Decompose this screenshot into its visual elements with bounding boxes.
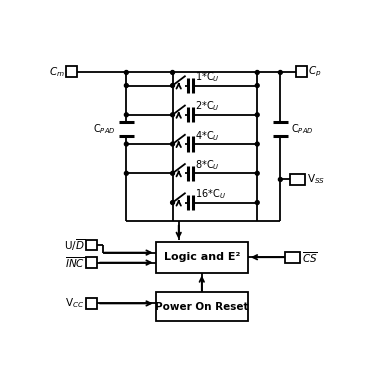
Text: C$_{PAD}$: C$_{PAD}$: [291, 122, 314, 136]
Circle shape: [124, 171, 128, 175]
Circle shape: [171, 200, 175, 205]
Circle shape: [171, 84, 175, 88]
Text: V$_{CC}$: V$_{CC}$: [65, 296, 85, 310]
Circle shape: [124, 142, 128, 146]
Circle shape: [124, 113, 128, 117]
Circle shape: [255, 113, 259, 117]
Text: C$_m$: C$_m$: [49, 65, 65, 78]
Circle shape: [278, 177, 282, 182]
Text: $\overline{INC}$: $\overline{INC}$: [65, 255, 85, 270]
Text: 2*C$_U$: 2*C$_U$: [195, 99, 220, 113]
Bar: [156, 242, 248, 273]
Circle shape: [255, 70, 259, 74]
Text: Logic and E²: Logic and E²: [164, 252, 240, 262]
Bar: [66, 66, 77, 77]
Text: C$_p$: C$_p$: [308, 64, 322, 79]
Text: $\overline{CS}$: $\overline{CS}$: [302, 250, 318, 265]
Circle shape: [171, 171, 175, 175]
Bar: [289, 174, 305, 185]
Bar: [86, 298, 97, 309]
Bar: [156, 292, 248, 321]
Text: 8*C$_U$: 8*C$_U$: [195, 158, 220, 172]
Circle shape: [171, 70, 175, 74]
Circle shape: [278, 70, 282, 74]
Bar: [86, 240, 97, 250]
Circle shape: [124, 84, 128, 88]
Text: V$_{SS}$: V$_{SS}$: [307, 172, 325, 186]
Circle shape: [124, 70, 128, 74]
Circle shape: [171, 113, 175, 117]
Text: 16*C$_U$: 16*C$_U$: [195, 187, 226, 201]
Text: 4*C$_U$: 4*C$_U$: [195, 129, 220, 143]
Bar: [86, 257, 97, 268]
Circle shape: [255, 142, 259, 146]
Text: C$_{PAD}$: C$_{PAD}$: [93, 122, 116, 136]
Bar: [296, 66, 307, 77]
Text: 1*C$_U$: 1*C$_U$: [195, 70, 220, 84]
Circle shape: [255, 171, 259, 175]
Text: Power On Reset: Power On Reset: [155, 302, 248, 312]
Bar: [285, 252, 300, 263]
Circle shape: [171, 142, 175, 146]
Text: U/$\overline{D}$: U/$\overline{D}$: [64, 237, 85, 253]
Circle shape: [255, 200, 259, 205]
Circle shape: [255, 84, 259, 88]
